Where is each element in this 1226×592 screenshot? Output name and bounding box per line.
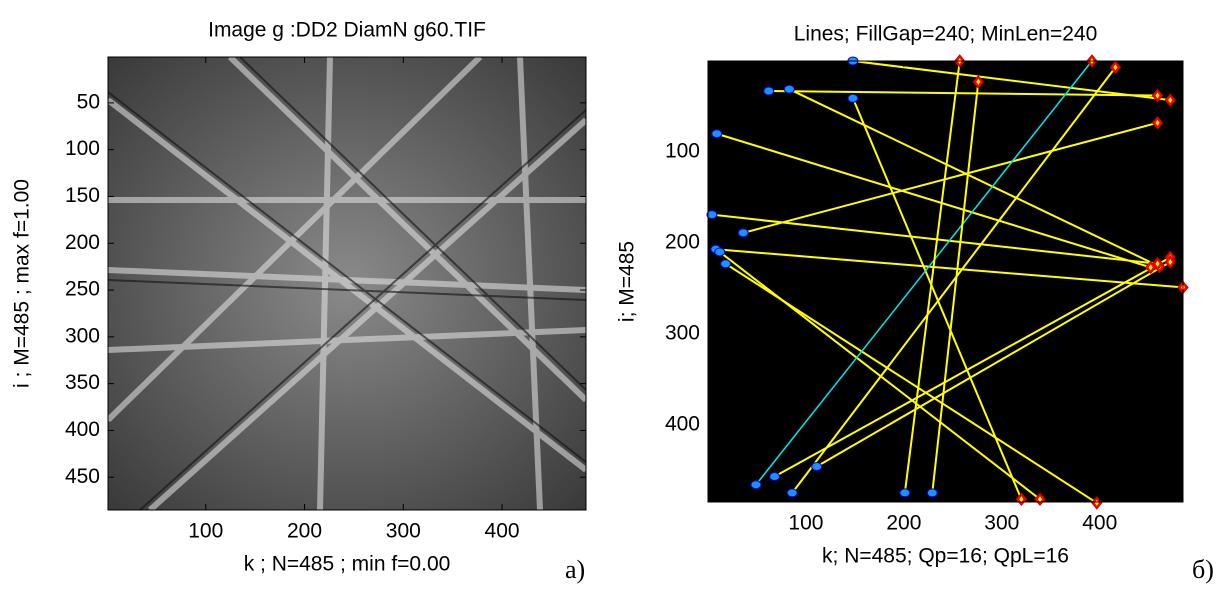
y-tick-label: 100: [665, 139, 700, 162]
start-point: [751, 481, 761, 489]
y-tick-label: 450: [65, 465, 100, 488]
y-tick-label: 200: [665, 230, 700, 253]
y-axis-label: i ; M=485 ; max f=1.00: [11, 179, 34, 388]
start-point: [770, 473, 780, 481]
x-tick-label: 100: [788, 512, 823, 535]
start-point: [787, 489, 797, 497]
start-point: [784, 85, 794, 93]
figure: 100 200 300 400 50 100 150 200 250 300 350 400 450 Im…: [0, 0, 1226, 587]
x-tick-label: 100: [188, 520, 223, 543]
start-point: [848, 94, 858, 102]
pattern-image: [108, 57, 586, 510]
y-tick-label: 350: [65, 371, 100, 394]
x-axis-label: k; N=485; Qp=16; QpL=16: [822, 545, 1069, 568]
chart-title: Lines; FillGap=240; MinLen=240: [794, 23, 1098, 46]
start-point: [900, 489, 910, 497]
y-tick-label: 50: [77, 90, 100, 113]
y-tick-label: 400: [65, 418, 100, 441]
start-point: [927, 489, 937, 497]
x-tick-label: 400: [1082, 512, 1117, 535]
x-tick-label: 400: [485, 520, 520, 543]
start-point: [738, 229, 748, 237]
chart-title: Image g :DD2 DiamN g60.TIF: [208, 19, 486, 42]
y-tick-label: 250: [65, 278, 100, 301]
y-axis-label: i; M=485: [616, 241, 639, 322]
y-tick-label: 200: [65, 231, 100, 254]
start-point: [712, 130, 722, 138]
y-tick-label: 400: [665, 412, 700, 435]
start-point: [764, 87, 774, 95]
panel-label: а): [565, 555, 585, 584]
y-tick-label: 150: [65, 184, 100, 207]
start-point: [812, 463, 822, 471]
y-tick-label: 300: [65, 324, 100, 347]
panel-label: б): [1192, 555, 1214, 584]
x-tick-label: 200: [287, 520, 322, 543]
x-axis-label: k ; N=485 ; min f=0.00: [244, 553, 451, 576]
x-tick-label: 300: [984, 512, 1019, 535]
y-tick-label: 300: [665, 321, 700, 344]
x-tick-label: 200: [886, 512, 921, 535]
start-point: [715, 248, 725, 256]
y-tick-label: 100: [65, 137, 100, 160]
x-tick-label: 300: [386, 520, 421, 543]
start-point: [721, 260, 731, 268]
